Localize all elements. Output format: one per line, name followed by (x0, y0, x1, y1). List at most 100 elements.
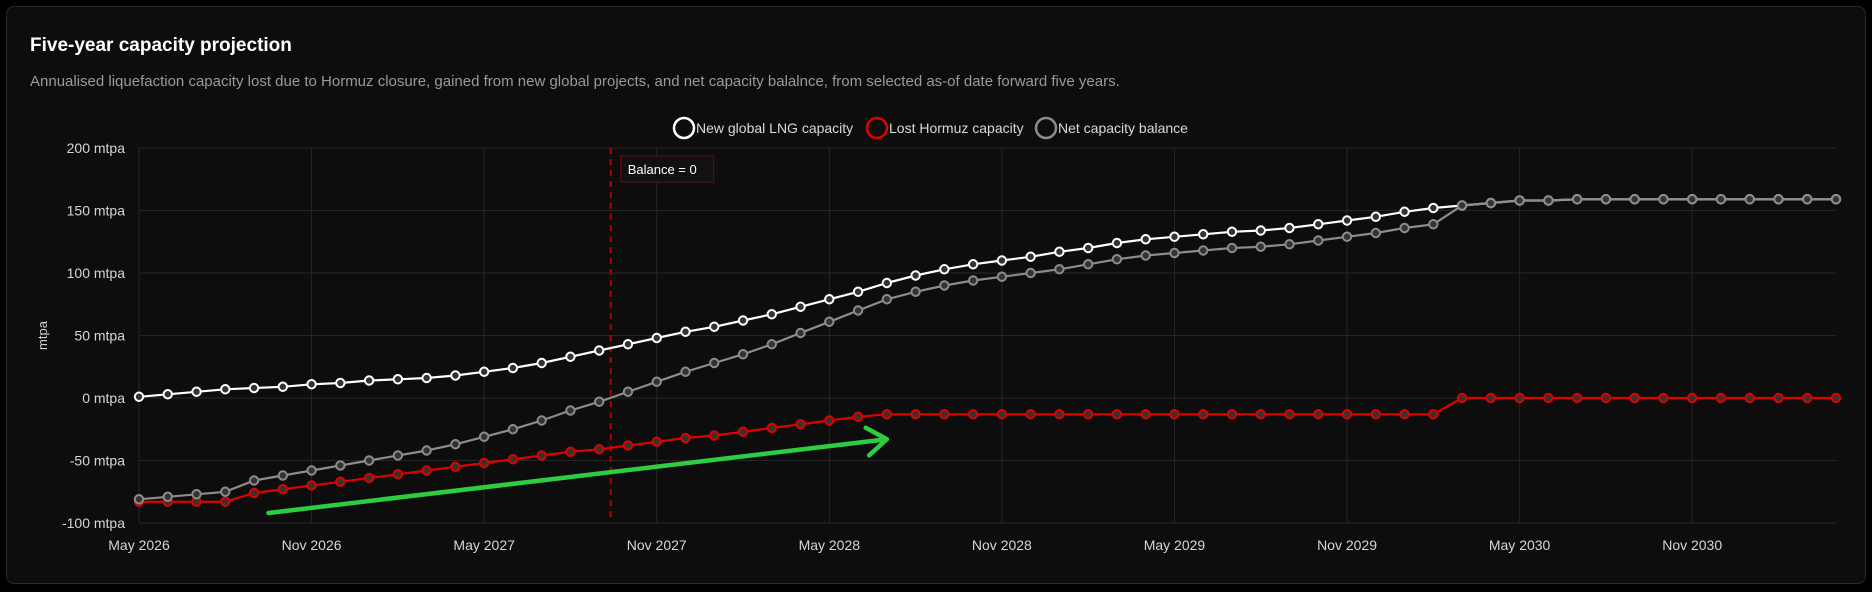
data-point (766, 339, 777, 350)
data-point (1485, 392, 1497, 404)
data-point (1658, 392, 1669, 404)
data-point (1456, 392, 1468, 404)
data-point (1284, 409, 1295, 420)
data-point (1313, 409, 1324, 420)
data-point (1830, 194, 1842, 205)
data-point (1600, 194, 1612, 205)
legend-swatch (865, 116, 889, 140)
trend-arrow (266, 425, 890, 516)
data-point (450, 439, 461, 450)
x-tick-label: Nov 2029 (1317, 537, 1377, 553)
legend-item-1[interactable]: Lost Hormuz capacity (865, 116, 1024, 140)
data-point (1571, 392, 1583, 404)
data-point (363, 455, 375, 466)
data-point (622, 440, 634, 451)
data-point (1600, 392, 1612, 404)
data-point (766, 422, 777, 434)
data-point (248, 487, 260, 499)
data-point (1543, 392, 1554, 404)
data-point (1255, 225, 1266, 236)
data-point (1140, 234, 1151, 245)
data-point (277, 470, 289, 481)
data-point (1255, 241, 1266, 252)
y-tick-label: 150 mtpa (67, 203, 126, 219)
data-point (450, 370, 461, 381)
y-axis-title: mtpa (35, 320, 50, 350)
data-point (996, 255, 1008, 266)
data-point (1514, 195, 1525, 206)
data-point (1341, 215, 1353, 226)
data-point (910, 286, 921, 297)
data-point (507, 454, 519, 465)
data-point (1284, 222, 1295, 234)
data-point (1744, 392, 1755, 404)
data-point (1428, 409, 1439, 420)
data-point (1169, 231, 1180, 242)
data-point (1054, 264, 1065, 275)
data-point (737, 315, 749, 326)
data-point (939, 280, 950, 291)
legend-item-0[interactable]: New global LNG capacity (672, 116, 853, 140)
data-point (1715, 392, 1727, 404)
data-point (1370, 409, 1381, 420)
axes: -100 mtpa -50 mtpa 0 mtpa 50 mtpa 100 mtpa 15… (35, 140, 1722, 553)
data-point (680, 326, 691, 337)
data-point (1428, 202, 1439, 214)
balance-label: Balance = 0 (628, 162, 697, 177)
y-tick-label: 50 mtpa (74, 328, 125, 344)
data-point (881, 294, 893, 305)
legend[interactable]: New global LNG capacity Lost Hormuz capac… (672, 116, 1188, 140)
data-point (1169, 409, 1180, 420)
data-point (1140, 409, 1151, 420)
legend-label: Net capacity balance (1058, 120, 1188, 136)
data-point (421, 372, 432, 384)
data-point (622, 386, 634, 397)
data-point (363, 375, 375, 386)
data-point (795, 419, 806, 430)
data-point (737, 426, 749, 437)
data-point (881, 277, 893, 289)
data-point (507, 362, 519, 374)
data-point (392, 374, 404, 385)
data-point (335, 460, 346, 471)
y-tick-label: 100 mtpa (67, 265, 126, 281)
data-point (1111, 237, 1123, 249)
data-point (421, 465, 432, 476)
data-point (680, 432, 691, 444)
data-point (1111, 254, 1123, 265)
y-tick-label: -50 mtpa (70, 453, 125, 469)
data-point (133, 391, 145, 402)
data-point (594, 345, 605, 356)
data-point (335, 476, 346, 487)
data-point (220, 384, 231, 395)
data-point (507, 424, 519, 435)
x-tick-label: May 2030 (1489, 537, 1551, 553)
balance-label-box (620, 155, 715, 183)
data-point (1629, 392, 1640, 404)
y-tick-label: 0 mtpa (82, 390, 125, 406)
data-point (306, 465, 317, 476)
data-point (162, 491, 173, 502)
data-point (939, 264, 950, 275)
y-tick-label: 200 mtpa (67, 140, 126, 156)
x-tick-label: Nov 2026 (282, 537, 342, 553)
data-point (1313, 235, 1324, 246)
data-point (277, 484, 289, 495)
data-point (1198, 229, 1209, 240)
data-point (536, 450, 547, 461)
x-tick-label: May 2029 (1144, 537, 1206, 553)
data-point (1802, 392, 1813, 404)
data-point (824, 415, 835, 426)
legend-item-2[interactable]: Net capacity balance (1034, 116, 1188, 140)
data-point (1025, 409, 1036, 420)
data-point (1715, 194, 1727, 205)
data-point (1629, 194, 1640, 205)
data-point (967, 409, 979, 420)
series-0 (133, 194, 1842, 402)
data-point (248, 382, 260, 394)
data-point (162, 389, 173, 400)
data-point (709, 430, 720, 441)
data-point (478, 431, 490, 442)
x-tick-label: Nov 2028 (972, 537, 1032, 553)
